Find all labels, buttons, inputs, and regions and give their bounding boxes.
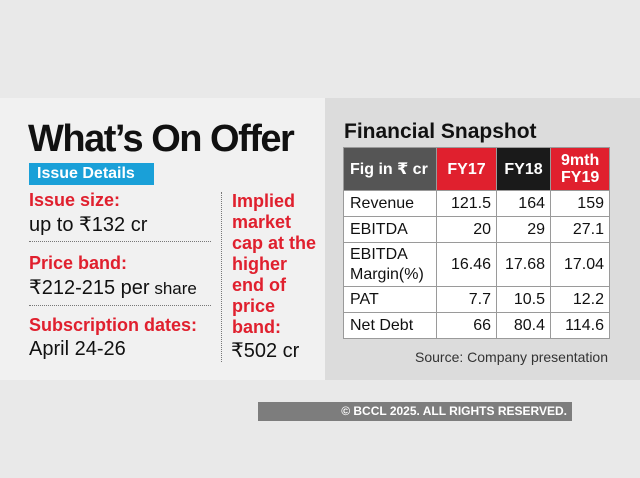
financial-snapshot-title: Financial Snapshot bbox=[344, 120, 537, 143]
header-unit: Fig in ₹ cr bbox=[343, 147, 437, 191]
vertical-divider bbox=[221, 192, 222, 362]
issue-details-badge: Issue Details bbox=[29, 163, 154, 185]
cell-fy17: 20 bbox=[436, 216, 497, 243]
cell-fy19: 159 bbox=[550, 190, 610, 217]
cell-fy17: 7.7 bbox=[436, 286, 497, 313]
price-band-unit: share bbox=[149, 279, 197, 298]
table-header-row: Fig in ₹ cr FY17 FY18 9mth FY19 bbox=[343, 147, 610, 191]
row-label: PAT bbox=[343, 286, 437, 313]
cell-fy18: 29 bbox=[496, 216, 551, 243]
subscription-dates-value: April 24-26 bbox=[29, 338, 126, 360]
price-band-range: ₹212-215 per bbox=[29, 277, 150, 299]
issue-size-value: up to ₹132 cr bbox=[29, 214, 148, 236]
cell-fy18: 17.68 bbox=[496, 242, 551, 287]
subscription-dates-label: Subscription dates: bbox=[29, 315, 198, 335]
cell-fy18: 10.5 bbox=[496, 286, 551, 313]
divider bbox=[29, 305, 211, 306]
table-row: EBITDA 20 29 27.1 bbox=[343, 216, 610, 243]
row-label: EBITDA bbox=[343, 216, 437, 243]
cell-fy19: 12.2 bbox=[550, 286, 610, 313]
implied-market-cap-label: Implied market cap at the higher end of … bbox=[232, 191, 317, 337]
cell-fy17: 66 bbox=[436, 312, 497, 339]
financial-table: Fig in ₹ cr FY17 FY18 9mth FY19 Revenue … bbox=[343, 147, 610, 339]
implied-market-cap-value: ₹502 cr bbox=[231, 340, 300, 362]
table-row: Net Debt 66 80.4 114.6 bbox=[343, 312, 610, 339]
cell-fy17: 121.5 bbox=[436, 190, 497, 217]
issue-size-label: Issue size: bbox=[29, 190, 121, 210]
cell-fy19: 114.6 bbox=[550, 312, 610, 339]
cell-fy18: 164 bbox=[496, 190, 551, 217]
table-row: EBITDA Margin(%) 16.46 17.68 17.04 bbox=[343, 242, 610, 287]
copyright-banner: © BCCL 2025. ALL RIGHTS RESERVED. bbox=[258, 402, 572, 421]
cell-fy17: 16.46 bbox=[436, 242, 497, 287]
header-fy18: FY18 bbox=[496, 147, 551, 191]
price-band-label: Price band: bbox=[29, 253, 128, 273]
source-note: Source: Company presentation bbox=[415, 349, 608, 365]
cell-fy19: 17.04 bbox=[550, 242, 610, 287]
cell-fy18: 80.4 bbox=[496, 312, 551, 339]
cell-fy19: 27.1 bbox=[550, 216, 610, 243]
header-9mth-fy19: 9mth FY19 bbox=[550, 147, 610, 191]
price-band-value: ₹212-215 per share bbox=[29, 275, 197, 300]
table-row: PAT 7.7 10.5 12.2 bbox=[343, 286, 610, 313]
table-row: Revenue 121.5 164 159 bbox=[343, 190, 610, 217]
row-label: EBITDA Margin(%) bbox=[343, 242, 437, 287]
divider bbox=[29, 241, 211, 242]
header-fy17: FY17 bbox=[436, 147, 497, 191]
headline: What’s On Offer bbox=[28, 118, 295, 160]
row-label: Revenue bbox=[343, 190, 437, 217]
row-label: Net Debt bbox=[343, 312, 437, 339]
